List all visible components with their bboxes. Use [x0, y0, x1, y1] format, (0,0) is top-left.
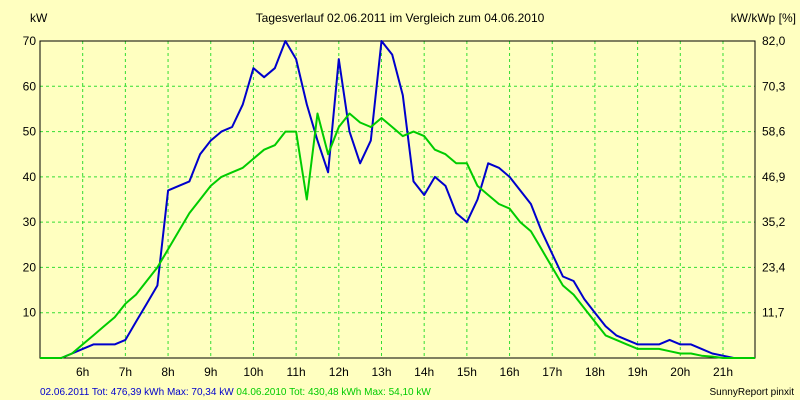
plot-frame — [39, 40, 756, 359]
y-tick-label-left: 40 — [23, 170, 37, 184]
x-tick-label: 7h — [119, 365, 132, 379]
y-tick-label-left: 50 — [23, 125, 37, 139]
y-tick-label-left: 70 — [23, 34, 37, 48]
chart-title: Tagesverlauf 02.06.2011 im Vergleich zum… — [256, 11, 545, 25]
y-tick-label-right: 46,9 — [762, 170, 786, 184]
y-tick-label-right: 23,4 — [762, 260, 786, 274]
series-lines — [40, 40, 755, 359]
x-tick-label: 21h — [713, 365, 733, 379]
x-tick-label: 8h — [161, 365, 174, 379]
left-axis-unit: kW — [30, 11, 48, 25]
y-tick-label-left: 10 — [23, 306, 37, 320]
y-tick-label-right: 58,6 — [762, 125, 786, 139]
right-axis-unit: kW/kWp [%] — [731, 11, 796, 25]
y-tick-label-left: 30 — [23, 215, 37, 229]
x-tick-label: 13h — [371, 365, 391, 379]
series-b-date: 04.06.2010 — [236, 387, 287, 398]
series-line-04-06-2010 — [40, 112, 755, 359]
x-tick-label: 14h — [414, 365, 434, 379]
grid — [40, 40, 755, 358]
chart-footer-stats: 02.06.2011 Tot: 476,39 kWh Max: 70,34 kW… — [40, 387, 431, 398]
x-tick-label: 6h — [76, 365, 89, 379]
series-line-02-06-2011 — [40, 40, 755, 359]
y-tick-label-right: 11,7 — [762, 306, 785, 320]
x-tick-label: 15h — [457, 365, 477, 379]
brand-label: SunnyReport pinxit — [709, 387, 795, 398]
tick-labels: 6h 7h 8h 9h 10h 11h 12h 13h 14h 15h 16h 17h 18h 19h 20… — [23, 34, 786, 379]
y-tick-label-left: 20 — [23, 260, 37, 274]
x-tick-label: 9h — [204, 365, 217, 379]
series-b-stats: Tot: 430,48 kWh Max: 54,10 kW — [286, 387, 431, 398]
x-tick-label: 17h — [542, 365, 562, 379]
y-tick-label-left: 60 — [23, 79, 37, 93]
y-tick-label-right: 35,2 — [762, 215, 786, 229]
y-tick-label-right: 82,0 — [762, 34, 786, 48]
x-tick-label: 10h — [243, 365, 263, 379]
x-tick-label: 18h — [585, 365, 605, 379]
x-tick-label: 20h — [670, 365, 690, 379]
x-tick-label: 19h — [628, 365, 648, 379]
series-a-stats: Tot: 476,39 kWh Max: 70,34 kW — [89, 387, 234, 398]
x-tick-label: 12h — [329, 365, 349, 379]
series-a-date: 02.06.2011 — [40, 387, 90, 398]
x-tick-label: 16h — [500, 365, 520, 379]
x-tick-label: 11h — [287, 365, 306, 379]
y-tick-label-right: 70,3 — [762, 79, 786, 93]
